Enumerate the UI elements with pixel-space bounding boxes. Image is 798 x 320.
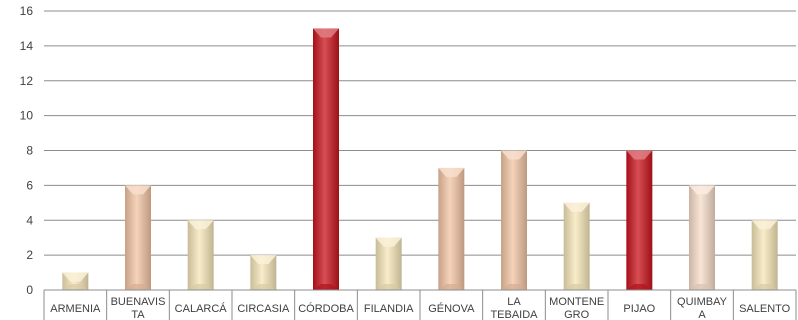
x-category-label: LA TEBAIDA	[490, 296, 538, 320]
bar-bevel-top	[626, 150, 653, 160]
x-category-label-line: QUIMBAY	[677, 296, 728, 308]
y-tick-label: 16	[20, 4, 34, 18]
bar	[187, 220, 214, 290]
bar-bevel-bottom	[125, 284, 151, 290]
bar-bevel-top	[563, 202, 590, 212]
bar-bevel-bottom	[187, 284, 214, 290]
bar-bevel-top	[751, 220, 778, 230]
bar	[751, 220, 778, 290]
bar	[626, 150, 653, 290]
bar-bevel-top	[250, 255, 277, 265]
bar	[313, 28, 339, 290]
y-tick-label: 4	[26, 213, 33, 227]
bars	[62, 28, 778, 290]
x-category-label-line: A	[698, 309, 706, 320]
x-category-label: SALENTO	[739, 303, 791, 315]
x-category-label-line: CIRCASIA	[237, 303, 290, 315]
bar	[689, 185, 715, 290]
bar-bevel-bottom	[626, 284, 653, 290]
bar-bevel-top	[438, 167, 465, 177]
x-category-label-line: LA	[507, 296, 521, 308]
x-category-label-line: SALENTO	[739, 303, 791, 315]
bar-bevel-top	[501, 150, 527, 160]
x-category-label-line: CÓRDOBA	[298, 302, 354, 315]
x-category-label: CÓRDOBA	[298, 302, 354, 315]
bar-bevel-top	[689, 185, 715, 195]
bar-bevel-bottom	[751, 284, 778, 290]
bar-bevel-bottom	[375, 284, 402, 290]
x-category-label-line: CALARCÁ	[175, 302, 228, 315]
bar-bevel-bottom	[689, 284, 715, 290]
x-category-label-line: FILANDIA	[364, 303, 414, 315]
bar-bevel-top	[375, 237, 402, 247]
bar-bevel-top	[62, 272, 89, 282]
bar-bevel-bottom	[62, 284, 89, 290]
bar-bevel-bottom	[501, 284, 527, 290]
y-tick-label: 12	[20, 74, 34, 88]
x-category-label-line: TA	[131, 309, 145, 320]
y-tick-label: 8	[26, 144, 33, 158]
bar-bevel-bottom	[250, 284, 277, 290]
x-category-label-line: MONTENE	[549, 296, 604, 308]
bar-bevel-bottom	[438, 284, 465, 290]
x-category-label-line: BUENAVIS	[111, 296, 166, 308]
y-tick-label: 6	[26, 178, 33, 192]
x-category-label: PIJAO	[623, 303, 655, 315]
x-axis	[43, 289, 797, 320]
bar	[563, 202, 590, 290]
x-category-label-line: PIJAO	[623, 303, 655, 315]
x-category-label: CALARCÁ	[175, 302, 228, 315]
x-category-label: BUENAVIS TA	[111, 296, 166, 320]
bar	[125, 185, 151, 290]
x-category-label-line: GRO	[564, 309, 590, 320]
bar-bevel-top	[313, 28, 339, 38]
gridlines	[44, 10, 796, 291]
bar-bevel-bottom	[313, 284, 339, 290]
x-category-label: QUIMBAY A	[677, 296, 728, 320]
bar-bevel-top	[187, 220, 214, 230]
x-category-label-line: TEBAIDA	[490, 309, 538, 320]
bar-bevel-top	[125, 185, 151, 195]
x-category-label: GÉNOVA	[428, 302, 475, 315]
x-category-label-line: GÉNOVA	[428, 302, 475, 315]
x-category-label-line: ARMENIA	[50, 303, 101, 315]
bar	[438, 167, 465, 290]
x-category-label: FILANDIA	[364, 303, 414, 315]
y-tick-label: 14	[20, 39, 34, 53]
bar-bevel-bottom	[563, 284, 590, 290]
y-tick-label: 10	[20, 109, 34, 123]
x-category-label: ARMENIA	[50, 303, 101, 315]
y-tick-label: 2	[26, 248, 33, 262]
x-category-label: MONTENE GRO	[549, 296, 604, 320]
x-category-label: CIRCASIA	[237, 303, 290, 315]
x-axis-labels: ARMENIA BUENAVIS TA CALARCÁ CIRCASIA CÓRDOBA F…	[50, 296, 790, 320]
y-tick-label: 0	[26, 283, 33, 297]
bar	[501, 150, 527, 290]
y-axis-ticks: 0 2 4 6 8 10 12 14 16	[20, 4, 34, 297]
